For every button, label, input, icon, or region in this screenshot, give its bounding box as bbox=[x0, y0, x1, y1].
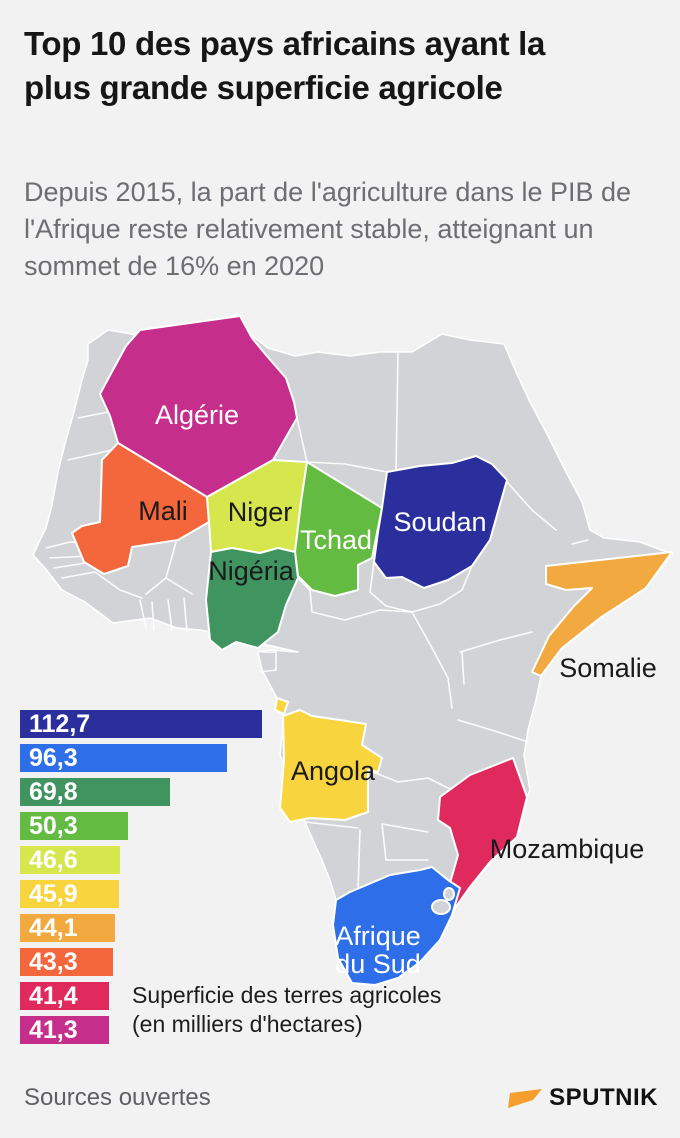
bar-Niger: 46,6 bbox=[20, 846, 120, 874]
country-nigeria bbox=[205, 547, 299, 651]
country-afrique-du-sud bbox=[332, 866, 461, 986]
bar-value-label: 96,3 bbox=[29, 743, 78, 772]
bar-value-label: 41,4 bbox=[29, 981, 78, 1010]
label-niger: Niger bbox=[228, 497, 293, 527]
bar-value-label: 50,3 bbox=[29, 811, 78, 840]
bar-Nigéria: 69,8 bbox=[20, 778, 170, 806]
bar-Tchad: 50,3 bbox=[20, 812, 128, 840]
sputnik-flag-icon bbox=[508, 1088, 543, 1108]
bar-value-label: 46,6 bbox=[29, 845, 78, 874]
country-soudan bbox=[373, 455, 508, 589]
bar-Afrique du Sud: 96,3 bbox=[20, 744, 227, 772]
country-mozambique bbox=[437, 757, 528, 909]
bar-Angola: 45,9 bbox=[20, 880, 119, 908]
sputnik-logo-text: SPUTNIK bbox=[549, 1084, 658, 1111]
page-subtitle: Depuis 2015, la part de l'agriculture da… bbox=[24, 177, 632, 281]
country-eswatini bbox=[443, 887, 455, 901]
country-angola bbox=[279, 709, 383, 823]
label-algerie: Algérie bbox=[155, 400, 239, 430]
label-tchad: Tchad bbox=[300, 525, 372, 555]
label-angola: Angola bbox=[291, 756, 376, 786]
country-angola-cabinda bbox=[274, 697, 289, 715]
country-somalie bbox=[531, 551, 673, 677]
label-afrique-du-sud-line1: Afrique bbox=[335, 921, 421, 951]
chart-legend: Superficie des terres agricoles (en mill… bbox=[132, 981, 441, 1039]
bar-Somalie: 44,1 bbox=[20, 914, 115, 942]
chart-legend-line2: (en milliers d'hectares) bbox=[132, 1011, 363, 1037]
label-mozambique: Mozambique bbox=[490, 834, 645, 864]
bar-value-label: 69,8 bbox=[29, 777, 78, 806]
bar-Soudan: 112,7 bbox=[20, 710, 262, 738]
label-mali: Mali bbox=[138, 496, 188, 526]
footer: Sources ouvertes SPUTNIK bbox=[24, 1078, 658, 1118]
label-afrique-du-sud-line2: du Sud bbox=[335, 949, 421, 979]
bar-value-label: 45,9 bbox=[29, 879, 78, 908]
bar-Mozambique: 41,4 bbox=[20, 982, 109, 1010]
bar-value-label: 44,1 bbox=[29, 913, 78, 942]
bar-value-label: 41,3 bbox=[29, 1015, 78, 1044]
bar-Mali: 43,3 bbox=[20, 948, 113, 976]
label-soudan: Soudan bbox=[393, 507, 486, 537]
bar-value-label: 43,3 bbox=[29, 947, 78, 976]
label-nigeria: Nigéria bbox=[208, 556, 295, 586]
country-tchad bbox=[294, 461, 383, 597]
source-text: Sources ouvertes bbox=[24, 1084, 211, 1111]
page-title: Top 10 des pays africains ayant la plus … bbox=[24, 25, 546, 106]
bar-Algérie: 41,3 bbox=[20, 1016, 109, 1044]
label-somalie: Somalie bbox=[559, 653, 657, 683]
country-lesotho bbox=[431, 899, 451, 915]
bar-value-label: 112,7 bbox=[29, 709, 91, 738]
africa-map: Algérie Mali Niger Tchad Soudan Somalie … bbox=[0, 300, 680, 1010]
chart-legend-line1: Superficie des terres agricoles bbox=[132, 982, 442, 1008]
bar-chart: 112,7 96,3 69,8 50,3 46,6 45,9 44,1 43,3 41,4 41,… bbox=[20, 710, 262, 1050]
sputnik-logo: SPUTNIK bbox=[508, 1084, 658, 1112]
